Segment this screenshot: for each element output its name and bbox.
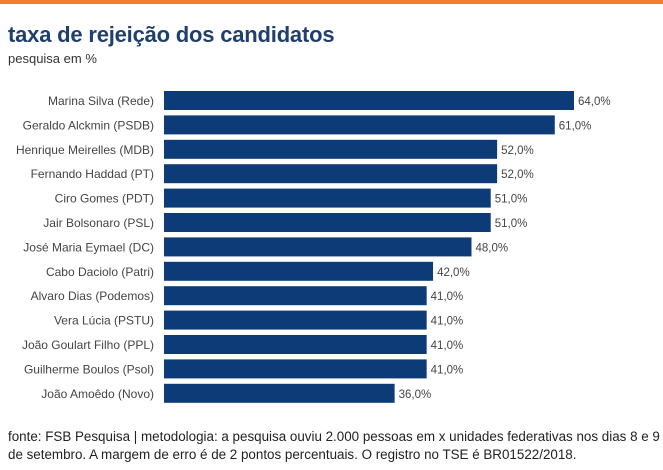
bar bbox=[164, 383, 395, 403]
category-label: Jair Bolsonaro (PSL) bbox=[43, 216, 154, 230]
bar bbox=[164, 115, 555, 135]
value-label: 42,0% bbox=[437, 267, 470, 279]
bar bbox=[164, 335, 427, 354]
value-label: 52,0% bbox=[501, 145, 534, 157]
bar bbox=[164, 261, 434, 281]
chart-subtitle: pesquisa em % bbox=[8, 51, 97, 66]
value-label: 41,0% bbox=[431, 316, 464, 328]
source-note: fonte: FSB Pesquisa | metodologia: a pes… bbox=[8, 429, 660, 462]
value-label: 41,0% bbox=[431, 364, 464, 376]
bar-chart: Marina Silva (Rede) 64,0% Geraldo Alckmin … bbox=[16, 91, 611, 403]
value-label: 64,0% bbox=[578, 96, 611, 108]
category-label: Henrique Meirelles (MDB) bbox=[16, 143, 154, 157]
category-label: Geraldo Alckmin (PSDB) bbox=[23, 118, 154, 132]
value-label: 41,0% bbox=[431, 291, 464, 303]
value-label: 36,0% bbox=[399, 389, 432, 401]
category-label: Marina Silva (Rede) bbox=[48, 94, 154, 108]
category-label: Alvaro Dias (Podemos) bbox=[31, 289, 154, 303]
value-label: 52,0% bbox=[501, 169, 534, 181]
category-label: João Goulart Filho (PPL) bbox=[22, 338, 154, 352]
bar bbox=[164, 237, 472, 257]
category-label: João Amoêdo (Novo) bbox=[41, 387, 154, 401]
bar bbox=[164, 91, 574, 110]
category-label: Fernando Haddad (PT) bbox=[31, 167, 154, 181]
category-label: Ciro Gomes (PDT) bbox=[55, 192, 154, 206]
category-label: Vera Lúcia (PSTU) bbox=[54, 314, 154, 328]
bar bbox=[164, 310, 427, 330]
bar bbox=[164, 188, 491, 208]
value-label: 51,0% bbox=[495, 194, 528, 206]
value-label: 48,0% bbox=[476, 242, 509, 254]
bar bbox=[164, 164, 498, 184]
value-label: 51,0% bbox=[495, 218, 528, 230]
top-accent-rule bbox=[0, 0, 663, 4]
category-label: José Maria Eymael (DC) bbox=[23, 240, 154, 254]
bar bbox=[164, 359, 427, 379]
bar bbox=[164, 286, 427, 306]
bar bbox=[164, 139, 498, 159]
bar bbox=[164, 213, 491, 232]
chart-title: taxa de rejeição dos candidatos bbox=[8, 22, 335, 47]
category-label: Cabo Daciolo (Patri) bbox=[46, 265, 154, 279]
category-label: Guilherme Boulos (Psol) bbox=[24, 362, 154, 376]
value-label: 61,0% bbox=[559, 120, 592, 132]
value-label: 41,0% bbox=[431, 340, 464, 352]
